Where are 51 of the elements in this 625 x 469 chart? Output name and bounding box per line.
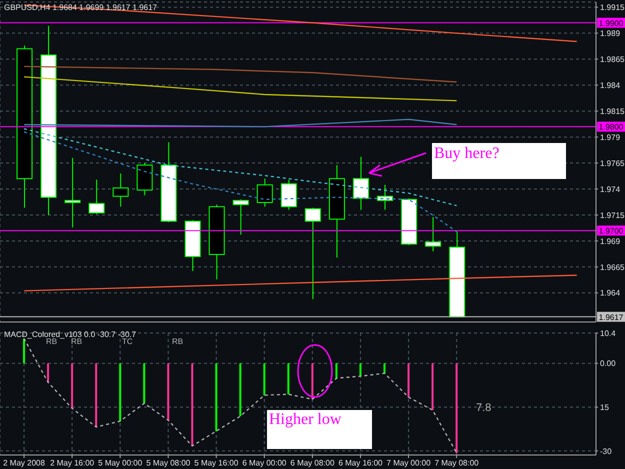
- y-tick-label: 1.969: [600, 236, 621, 246]
- chart-title: MACD_Colored_v103 0.0 -30.7 -30.7: [4, 330, 136, 339]
- x-tick-label: 7 May 00:00: [386, 458, 432, 468]
- y-tick-label: 1.984: [600, 80, 621, 90]
- candlestick: [352, 156, 369, 210]
- candlestick: [425, 216, 442, 252]
- y-tick-label: 1.9815: [600, 106, 625, 116]
- y-tick-label: 1.9715: [600, 210, 625, 220]
- x-tick-label: 2 May 16:00: [50, 458, 95, 468]
- y-tick-label: 15: [600, 402, 610, 412]
- x-tick-label: 5 May 08:00: [146, 458, 191, 468]
- y-tick-label: 10.4: [600, 328, 616, 338]
- annotation: 7.8: [476, 402, 492, 414]
- x-tick-label: 6 May 00:00: [242, 458, 287, 468]
- annotation: RB: [71, 337, 82, 346]
- candlestick: [88, 179, 105, 214]
- y-tick-label: -30: [600, 446, 612, 456]
- annotation: TC: [122, 337, 133, 346]
- y-tick-label: 1.9665: [600, 262, 625, 272]
- candlestick: [280, 179, 297, 210]
- ref-line-label: 1.9700: [598, 226, 624, 236]
- candlestick: [64, 157, 81, 228]
- y-tick-label: 1.979: [600, 132, 621, 142]
- line-series: [23, 274, 578, 292]
- y-tick-label: 1.9765: [600, 158, 625, 168]
- ref-line-label: 1.9900: [598, 18, 624, 28]
- annotation: RB: [46, 337, 58, 346]
- x-tick-label: 5 May 16:00: [194, 458, 239, 468]
- y-tick-label: 1.9865: [600, 54, 625, 64]
- annotation: Higher low: [269, 411, 342, 429]
- candlestick: [256, 178, 273, 208]
- annotation: RB: [172, 337, 184, 346]
- annotation: Buy here?: [434, 145, 500, 163]
- candlestick: [304, 207, 321, 300]
- x-tick-label: 5 May 00:00: [98, 458, 143, 468]
- line-series: [23, 66, 458, 83]
- y-tick-label: 1.974: [600, 184, 621, 194]
- y-tick-label: 0.00: [600, 359, 616, 368]
- line-series: [23, 338, 458, 454]
- y-tick-label: 1.989: [600, 29, 621, 38]
- candlestick: [112, 172, 129, 208]
- ref-line-label: 1.9800: [598, 122, 624, 132]
- x-tick-label: 6 May 16:00: [338, 458, 384, 468]
- x-tick-label: 7 May 08:00: [434, 458, 480, 468]
- line-series: [23, 76, 458, 102]
- ref-line-label: 1.9617: [598, 312, 624, 322]
- x-tick-label: 2 May 2008: [3, 458, 46, 468]
- y-tick-label: 1.964: [600, 288, 621, 298]
- candlestick: [232, 198, 249, 236]
- y-tick-label: 1.9915: [600, 3, 625, 12]
- x-tick-label: 6 May 08:00: [290, 458, 335, 468]
